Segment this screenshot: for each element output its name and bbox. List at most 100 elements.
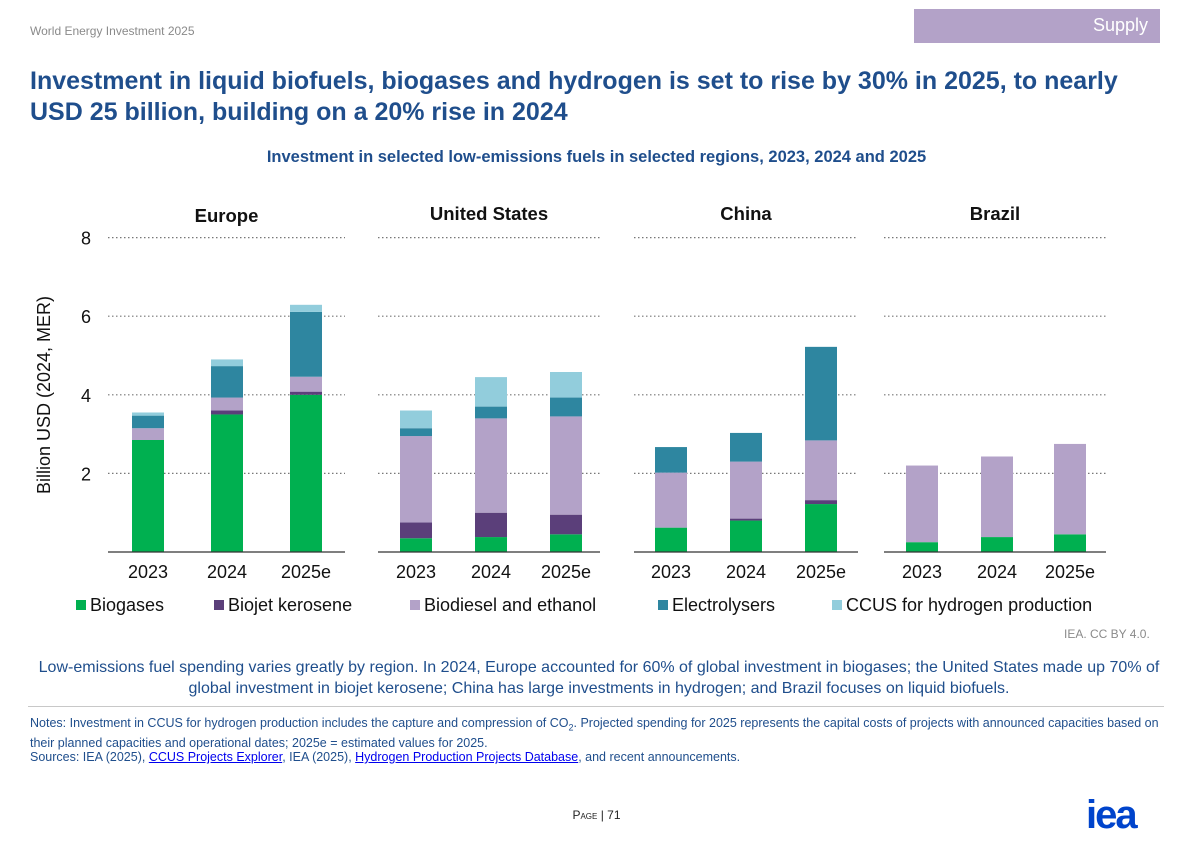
- chart-caption: Low-emissions fuel spending varies great…: [38, 659, 1160, 697]
- bar-china-2025e-biojet-kerosene: [805, 500, 837, 505]
- x-tick-label: 2025e: [541, 562, 591, 582]
- hydrogen-projects-database-link[interactable]: Hydrogen Production Projects Database: [355, 750, 579, 764]
- legend-swatch-biogases: [76, 600, 86, 610]
- x-tick-label: 2023: [128, 562, 168, 582]
- divider: [28, 706, 1164, 707]
- sources-text-2: , IEA (2025),: [282, 750, 356, 764]
- y-tick-label: 2: [81, 464, 91, 484]
- bar-china-2024-electrolysers: [730, 432, 762, 462]
- bar-europe-2023-ccus-for-hydrogen-production: [132, 412, 164, 416]
- bar-brazil-2025e-biodiesel-and-ethanol: [1054, 443, 1086, 535]
- bar-europe-2024-biodiesel-and-ethanol: [211, 397, 243, 411]
- bar-united-states-2025e-ccus-for-hydrogen-production: [550, 372, 582, 398]
- panel-title-brazil: Brazil: [970, 203, 1020, 224]
- notes-text-2: . Projected spending for 2025 represents…: [30, 716, 1159, 750]
- bar-china-2024-biodiesel-and-ethanol: [730, 461, 762, 519]
- section-tag: Supply: [914, 9, 1160, 43]
- chart-title: Investment in selected low-emissions fue…: [266, 148, 927, 166]
- legend-label-electrolysers: Electrolysers: [672, 595, 775, 615]
- bar-united-states-2023-biodiesel-and-ethanol: [400, 436, 432, 523]
- bar-united-states-2025e-biodiesel-and-ethanol: [550, 416, 582, 515]
- page-headline: Investment in liquid biofuels, biogases …: [30, 67, 1118, 126]
- bar-europe-2023-biodiesel-and-ethanol: [132, 428, 164, 440]
- x-tick-label: 2024: [977, 562, 1017, 582]
- bar-europe-2025e-electrolysers: [290, 311, 322, 377]
- bar-brazil-2023-biodiesel-and-ethanol: [906, 465, 938, 543]
- legend-label-biogases: Biogases: [90, 595, 164, 615]
- bar-brazil-2024-biodiesel-and-ethanol: [981, 456, 1013, 538]
- bar-europe-2023-electrolysers: [132, 415, 164, 429]
- legend-label-ccus-for-hydrogen-production: CCUS for hydrogen production: [846, 595, 1092, 615]
- bar-europe-2025e-biogases: [290, 394, 322, 552]
- x-tick-label: 2025e: [796, 562, 846, 582]
- iea-logo-text: iea: [1086, 797, 1138, 833]
- notes-text-1: Notes: Investment in CCUS for hydrogen p…: [30, 716, 569, 730]
- y-tick-label: 6: [81, 307, 91, 327]
- bar-china-2024-biogases: [730, 520, 762, 552]
- bar-united-states-2024-biodiesel-and-ethanol: [475, 418, 507, 513]
- legend-swatch-electrolysers: [658, 600, 668, 610]
- ccus-projects-explorer-link[interactable]: CCUS Projects Explorer: [148, 750, 283, 764]
- bar-china-2025e-biodiesel-and-ethanol: [805, 440, 837, 501]
- chart-credit: IEA. CC BY 4.0.: [1064, 627, 1150, 641]
- bar-china-2023-biodiesel-and-ethanol: [655, 472, 687, 528]
- bar-brazil-2023-biogases: [906, 542, 938, 552]
- y-axis-label: Billion USD (2024, MER): [34, 296, 54, 494]
- x-tick-label: 2024: [726, 562, 766, 582]
- bar-europe-2025e-ccus-for-hydrogen-production: [290, 304, 322, 312]
- x-tick-label: 2024: [207, 562, 247, 582]
- bar-brazil-2025e-biogases: [1054, 534, 1086, 552]
- bar-united-states-2023-ccus-for-hydrogen-production: [400, 410, 432, 429]
- legend-swatch-ccus-for-hydrogen-production: [832, 600, 842, 610]
- bar-united-states-2023-biojet-kerosene: [400, 522, 432, 539]
- legend-swatch-biojet-kerosene: [214, 600, 224, 610]
- bar-china-2023-biogases: [655, 527, 687, 552]
- legend-label-biojet-kerosene: Biojet kerosene: [228, 595, 352, 615]
- bar-china-2024-biojet-kerosene: [730, 518, 762, 521]
- bar-europe-2024-biojet-kerosene: [211, 410, 243, 415]
- x-tick-label: 2023: [902, 562, 942, 582]
- panel-title-united-states: United States: [430, 203, 548, 224]
- bar-europe-2023-biogases: [132, 439, 164, 552]
- page-label: Page: [572, 808, 598, 822]
- panel-title-europe: Europe: [195, 205, 259, 226]
- bar-europe-2025e-biojet-kerosene: [290, 391, 322, 395]
- x-tick-label: 2023: [396, 562, 436, 582]
- x-tick-label: 2025e: [1045, 562, 1095, 582]
- document-title: World Energy Investment 2025: [30, 24, 195, 38]
- bar-united-states-2025e-biojet-kerosene: [550, 514, 582, 535]
- panel-title-china: China: [720, 203, 772, 224]
- bar-united-states-2024-ccus-for-hydrogen-production: [475, 377, 507, 407]
- x-tick-label: 2023: [651, 562, 691, 582]
- bar-china-2025e-biogases: [805, 504, 837, 552]
- notes: Notes: Investment in CCUS for hydrogen p…: [30, 716, 1170, 751]
- bar-europe-2024-biogases: [211, 414, 243, 552]
- bar-united-states-2025e-electrolysers: [550, 397, 582, 417]
- stacked-bar-chart: Billion USD (2024, MER) 2 4 6 8 Europe 2023 202…: [34, 203, 1106, 615]
- x-tick-label: 2024: [471, 562, 511, 582]
- bar-united-states-2023-electrolysers: [400, 428, 432, 437]
- sources-text-1: Sources: IEA (2025),: [30, 750, 149, 764]
- bar-united-states-2025e-biogases: [550, 534, 582, 552]
- legend-label-biodiesel-and-ethanol: Biodiesel and ethanol: [424, 595, 596, 615]
- bar-united-states-2024-electrolysers: [475, 406, 507, 419]
- bar-europe-2024-ccus-for-hydrogen-production: [211, 359, 243, 367]
- sources: Sources: IEA (2025), CCUS Projects Explo…: [30, 750, 1170, 764]
- page-separator: |: [597, 808, 608, 822]
- page-number: Page | 71: [0, 808, 1193, 822]
- page-number-value: 71: [607, 808, 621, 822]
- bar-china-2023-electrolysers: [655, 447, 687, 473]
- bar-europe-2024-electrolysers: [211, 366, 243, 398]
- bar-united-states-2023-biogases: [400, 538, 432, 552]
- bar-united-states-2024-biogases: [475, 537, 507, 552]
- iea-logo: iea: [1086, 797, 1140, 833]
- x-tick-label: 2025e: [281, 562, 331, 582]
- y-tick-label: 8: [81, 229, 91, 249]
- bar-europe-2025e-biodiesel-and-ethanol: [290, 376, 322, 392]
- legend-swatch-biodiesel-and-ethanol: [410, 600, 420, 610]
- y-tick-label: 4: [81, 386, 91, 406]
- bar-united-states-2024-biojet-kerosene: [475, 512, 507, 538]
- sources-text-3: , and recent announcements.: [578, 750, 741, 764]
- bar-china-2025e-electrolysers: [805, 346, 837, 441]
- notes-subscript: 2: [568, 722, 574, 733]
